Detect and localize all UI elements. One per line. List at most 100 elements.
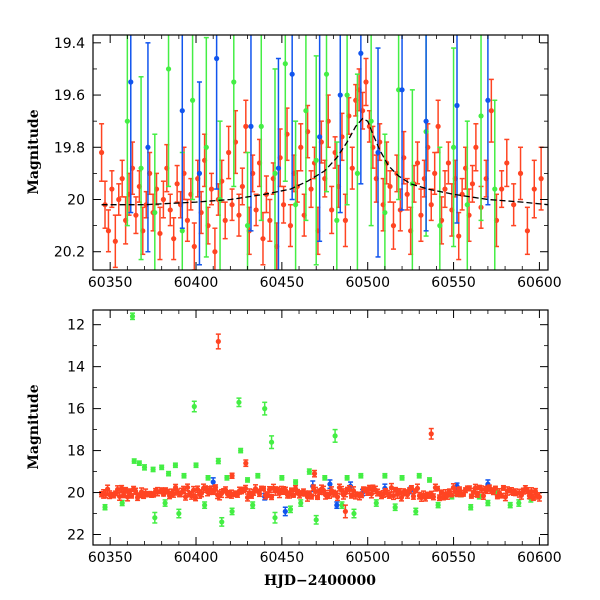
bottom-green-point: [351, 508, 357, 519]
top-blue-point: [196, 81, 203, 266]
bottom-y-tick-label: 20: [67, 486, 85, 502]
bottom-red-band-point: [290, 492, 297, 498]
top-red-point: [167, 193, 173, 227]
bottom-green-point: [255, 472, 261, 479]
top-red-point: [236, 193, 242, 237]
top-red-point: [280, 185, 287, 224]
top-green-point: [368, 35, 374, 227]
top-blue-point: [145, 42, 151, 253]
bottom-green-point: [293, 479, 299, 485]
top-x-tick-label: 60550: [431, 275, 476, 291]
top-red-point: [157, 206, 163, 261]
top-green-point: [138, 76, 144, 261]
top-red-point: [418, 188, 424, 243]
bottom-green-point: [373, 499, 379, 507]
bottom-x-tick-label: 60600: [517, 550, 562, 566]
bottom-red-band-point: [308, 493, 315, 500]
top-model-curve: [101, 117, 548, 206]
top-green-point: [258, 35, 264, 222]
bottom-red-band-point: [158, 487, 165, 493]
top-red-point: [229, 188, 235, 222]
top-green-point: [334, 141, 340, 270]
top-red-point: [243, 99, 249, 154]
top-blue-point: [289, 35, 295, 201]
bottom-x-tick-label: 60450: [260, 550, 305, 566]
top-red-point: [517, 146, 524, 201]
bottom-red-point: [428, 427, 434, 440]
bottom-red-band-point: [492, 485, 499, 491]
top-green-point: [189, 35, 196, 201]
bottom-green-point: [507, 501, 513, 509]
bottom-green-point: [165, 470, 172, 477]
top-blue-point: [375, 47, 381, 258]
bottom-green-point: [262, 401, 268, 416]
bottom-x-axis-label: HJD−2400000: [264, 573, 376, 589]
top-red-point: [226, 125, 232, 180]
top-green-point: [244, 151, 251, 270]
bottom-green-point: [358, 472, 364, 479]
top-green-point: [282, 35, 288, 182]
bottom-red-band-point: [180, 485, 187, 494]
top-red-point: [435, 99, 441, 154]
bottom-blue-point: [282, 506, 288, 517]
bottom-green-point: [272, 511, 278, 524]
bottom-red-band-point: [192, 494, 199, 502]
top-blue-point: [358, 35, 364, 185]
top-panel-ticks: 60350 60400 60450 60500 60550 60600 19.4 19.6 19…: [54, 35, 562, 291]
bottom-x-tick-label: 60350: [88, 550, 133, 566]
bottom-green-point: [413, 507, 419, 516]
top-red-point: [267, 198, 273, 243]
bottom-red-band-point: [118, 484, 125, 493]
top-green-point: [272, 68, 278, 270]
top-red-point: [160, 180, 166, 219]
bottom-y-tick-label: 12: [67, 318, 85, 334]
top-red-point: [432, 151, 438, 196]
bottom-panel: 60350 60400 60450 60500 60550 60600 12 14 16 18 20…: [26, 309, 562, 589]
top-red-point: [473, 123, 479, 172]
top-x-tick-label: 60600: [517, 275, 562, 291]
top-red-point: [208, 172, 215, 206]
bottom-green-point: [193, 462, 199, 469]
bottom-green-point: [287, 505, 294, 514]
bottom-red-point: [311, 469, 318, 478]
bottom-green-point: [172, 462, 179, 469]
top-red-point: [442, 170, 448, 209]
bottom-green-point: [392, 503, 398, 512]
bottom-x-tick-label: 60500: [345, 550, 390, 566]
bottom-red-band-point: [358, 492, 365, 499]
top-red-point: [329, 185, 335, 235]
top-red-point: [105, 209, 112, 253]
top-red-point: [184, 198, 191, 243]
top-green-point: [323, 35, 330, 193]
top-red-point: [445, 141, 452, 185]
top-red-point: [109, 170, 115, 209]
top-red-point: [308, 170, 314, 209]
top-green-point: [437, 146, 443, 270]
bottom-x-tick-label: 60400: [174, 550, 219, 566]
bottom-green-point: [416, 472, 422, 479]
top-green-point: [203, 36, 209, 258]
top-red-point: [511, 183, 517, 227]
top-red-point: [538, 146, 544, 211]
bottom-panel-data: [98, 312, 543, 527]
bottom-green-point: [191, 400, 197, 413]
bottom-green-point: [152, 511, 158, 524]
bottom-red-band-point: [536, 492, 543, 502]
bottom-red-band-point: [182, 492, 189, 501]
top-red-point: [298, 123, 304, 172]
top-red-point: [191, 222, 197, 270]
bottom-green-point: [229, 507, 235, 516]
bottom-y-tick-label: 14: [67, 360, 85, 376]
top-green-point: [165, 35, 172, 188]
bottom-green-point: [159, 464, 165, 471]
top-red-point: [287, 203, 294, 248]
bottom-green-point: [279, 475, 285, 481]
top-red-point: [390, 201, 397, 250]
top-y-tick-label: 20.2: [54, 245, 85, 261]
top-red-point: [98, 123, 105, 182]
bottom-green-point: [435, 501, 441, 509]
bottom-green-point: [298, 499, 304, 507]
bottom-green-point: [332, 428, 338, 443]
bottom-y-axis-label: Magnitude: [26, 384, 42, 469]
